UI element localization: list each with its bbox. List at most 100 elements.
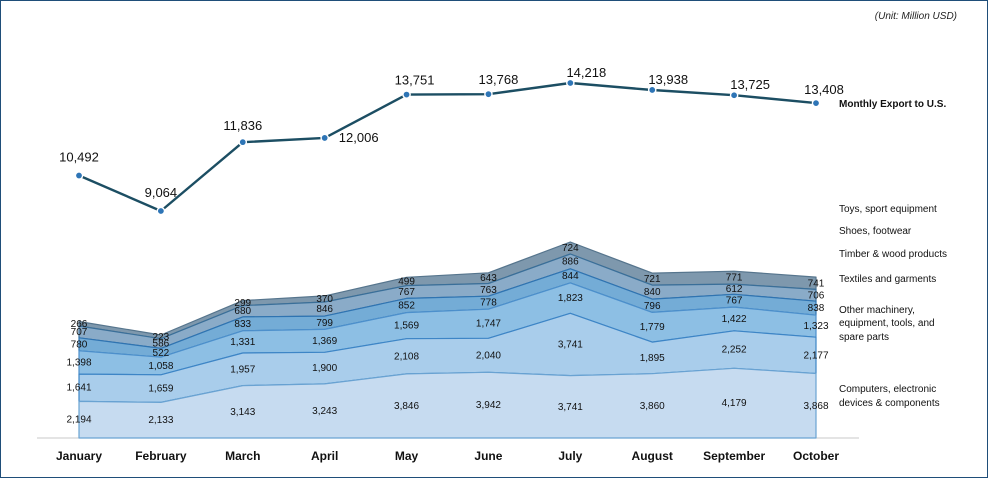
category-label: January: [56, 449, 102, 463]
export-point: [320, 133, 329, 143]
export-point: [647, 85, 657, 95]
area-value-label: 2,252: [722, 345, 747, 356]
area-value-label: 2,108: [394, 351, 419, 362]
area-value-label: 778: [480, 298, 497, 309]
area-value-label: 499: [398, 276, 415, 287]
area-value-label: 1,659: [148, 384, 173, 395]
export-value-label: 11,836: [223, 118, 262, 133]
category-label: September: [703, 449, 765, 463]
unit-note: (Unit: Million USD): [874, 11, 957, 22]
export-value-label: 13,408: [804, 82, 844, 97]
area-value-label: 741: [808, 278, 825, 289]
area-value-label: 724: [562, 243, 579, 254]
area-value-label: 833: [234, 319, 251, 330]
legend-export: Monthly Export to U.S.: [839, 99, 946, 110]
area-value-label: 706: [808, 290, 825, 301]
category-label: May: [395, 449, 419, 463]
area-value-label: 1,900: [312, 363, 337, 374]
area-value-label: 1,957: [230, 364, 255, 375]
area-value-label: 1,823: [558, 293, 583, 304]
export-point: [402, 90, 411, 99]
area-value-label: 771: [726, 273, 743, 284]
area-value-label: 522: [153, 348, 170, 359]
export-value-label: 14,218: [566, 65, 606, 80]
area-value-label: 223: [153, 332, 170, 343]
legend-series-6: Toys, sport equipment: [839, 204, 937, 215]
legend-series-1: devices & components: [839, 398, 940, 409]
export-point: [729, 90, 739, 100]
area-value-label: 767: [726, 296, 743, 307]
category-label: July: [558, 449, 582, 463]
area-value-label: 1,398: [66, 357, 91, 368]
area-value-label: 1,331: [230, 337, 255, 348]
export-line: [78, 81, 817, 213]
area-value-label: 3,846: [394, 401, 419, 412]
export-value-label: 13,768: [479, 72, 519, 87]
area-value-label: 3,741: [558, 340, 583, 351]
area-value-label: 3,243: [312, 406, 337, 417]
area-value-label: 586: [153, 339, 170, 350]
export-point: [74, 171, 84, 180]
area-value-label: 767: [398, 287, 415, 298]
area-value-label: 3,143: [230, 407, 255, 418]
area-value-label: 707: [71, 327, 88, 338]
area-value-label: 799: [316, 318, 333, 329]
area-value-label: 2,133: [148, 415, 173, 426]
category-label: April: [311, 449, 338, 463]
area-value-label: 852: [398, 301, 415, 312]
export-value-label: 10,492: [59, 150, 99, 165]
legend-series-3: Textiles and garments: [839, 274, 936, 285]
area-value-label: 1,895: [640, 353, 665, 364]
category-label: February: [135, 449, 187, 463]
area-value-label: 2,177: [803, 350, 828, 361]
export-value-label: 12,006: [339, 130, 379, 145]
legend-series-1: Computers, electronic: [839, 384, 936, 395]
export-value-label: 13,938: [648, 72, 688, 87]
area-value-label: 840: [644, 287, 661, 298]
area-value-label: 1,323: [803, 321, 828, 332]
legend-series-5: Shoes, footwear: [839, 226, 912, 237]
area-value-label: 838: [808, 303, 825, 314]
area-value-label: 1,058: [148, 361, 173, 372]
legend-series-4: Timber & wood products: [839, 249, 947, 260]
export-point: [156, 206, 166, 216]
area-value-label: 3,942: [476, 400, 501, 411]
area-value-label: 612: [726, 284, 743, 295]
category-label: August: [632, 449, 673, 463]
area-value-label: 1,641: [66, 383, 91, 394]
export-value-label: 13,751: [395, 73, 435, 88]
area-value-label: 266: [71, 319, 88, 330]
export-value-label: 13,725: [730, 77, 770, 92]
area-value-label: 3,860: [640, 401, 665, 412]
area-value-label: 796: [644, 301, 661, 312]
area-value-label: 763: [480, 285, 497, 296]
area-value-label: 846: [316, 304, 333, 315]
area-value-label: 2,040: [476, 350, 501, 361]
area-value-label: 1,422: [722, 314, 747, 325]
area-value-label: 3,741: [558, 402, 583, 413]
legend-series-2: Other machinery,: [839, 305, 915, 316]
category-label: March: [225, 449, 260, 463]
area-value-label: 1,369: [312, 336, 337, 347]
export-value-label: 9,064: [145, 185, 178, 200]
category-label: October: [793, 449, 839, 463]
area-value-label: 721: [644, 274, 661, 285]
legend-series-2: equipment, tools, and: [839, 318, 935, 329]
area-value-label: 643: [480, 273, 497, 284]
area-value-label: 3,868: [803, 401, 828, 412]
export-point: [238, 137, 248, 147]
area-value-label: 2,194: [66, 415, 91, 426]
export-point: [811, 98, 821, 108]
area-value-label: 4,179: [722, 398, 747, 409]
area-value-label: 680: [234, 306, 251, 317]
legend-series-2: spare parts: [839, 332, 889, 343]
area-value-label: 1,779: [640, 322, 665, 333]
area-value-label: 780: [71, 339, 88, 350]
export-point: [484, 89, 493, 99]
area-value-label: 370: [316, 294, 333, 305]
area-value-label: 1,569: [394, 321, 419, 332]
category-label: June: [474, 449, 502, 463]
area-value-label: 1,747: [476, 319, 501, 330]
